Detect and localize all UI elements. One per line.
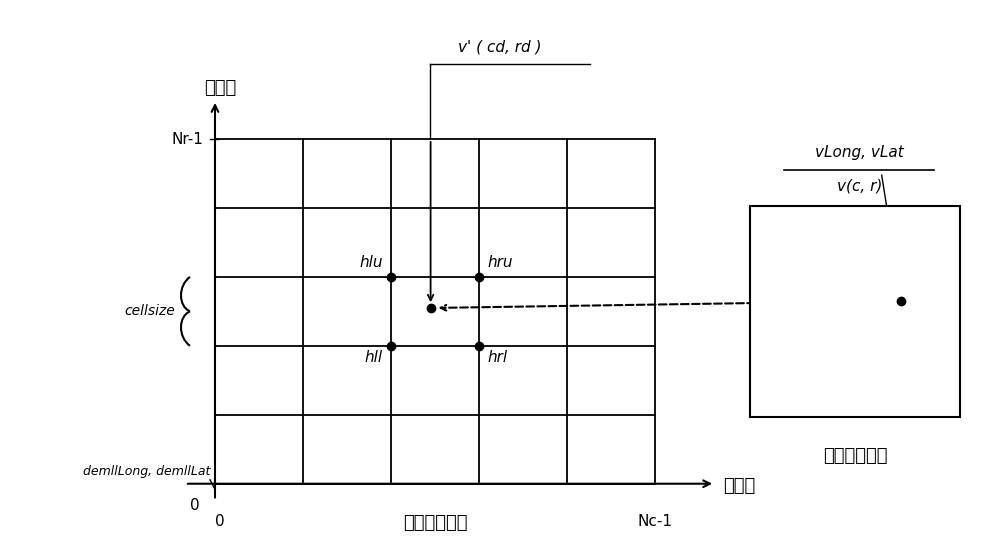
Text: hru: hru — [487, 255, 512, 270]
Text: 地形规则网格: 地形规则网格 — [823, 447, 887, 465]
Text: Nc-1: Nc-1 — [638, 514, 672, 529]
Text: demllLong, demllLat: demllLong, demllLat — [83, 465, 210, 478]
Text: hlu: hlu — [360, 255, 383, 270]
Text: Nr-1: Nr-1 — [171, 132, 203, 146]
Text: v' ( cd, rd ): v' ( cd, rd ) — [458, 40, 542, 54]
Text: 数字高程模型: 数字高程模型 — [403, 514, 467, 532]
Text: hll: hll — [365, 350, 383, 365]
Text: vLong, vLat: vLong, vLat — [815, 146, 904, 160]
Bar — [750, 206, 960, 417]
Text: 0: 0 — [190, 499, 200, 513]
Text: cellsize: cellsize — [124, 304, 175, 319]
Text: hrl: hrl — [487, 350, 507, 365]
Text: v(c, r): v(c, r) — [837, 179, 882, 193]
Text: 列坐标: 列坐标 — [723, 478, 755, 495]
Text: 行坐标: 行坐标 — [204, 80, 236, 97]
Text: 0: 0 — [215, 514, 225, 529]
